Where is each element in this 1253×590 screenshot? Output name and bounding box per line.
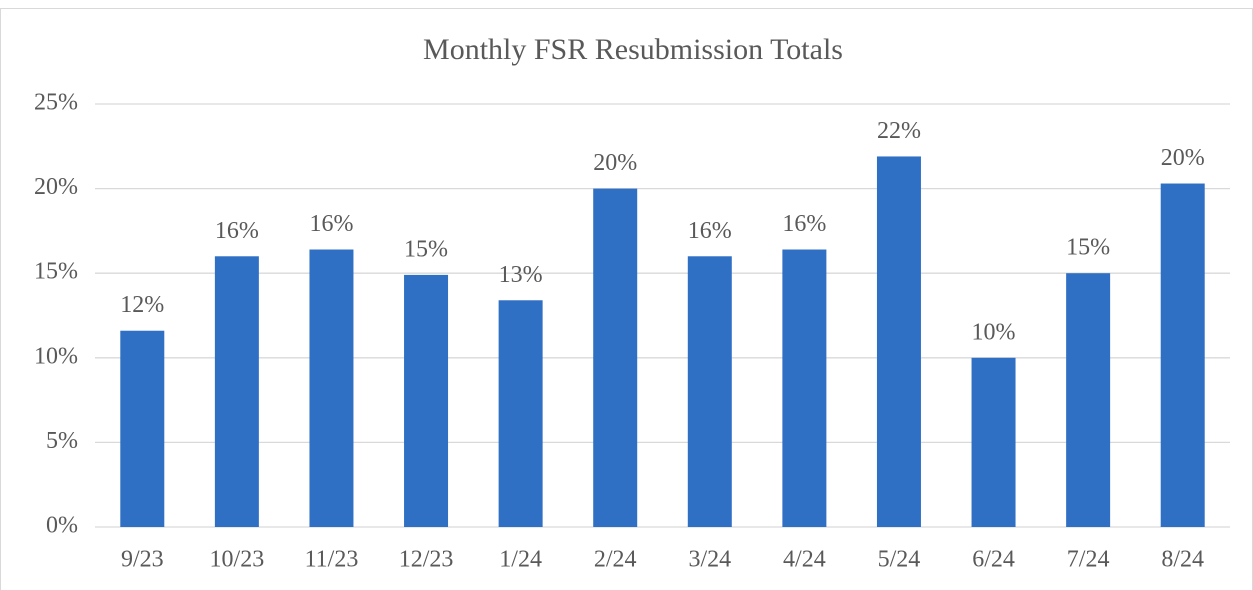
bar — [214, 256, 259, 527]
data-label: 16% — [782, 211, 826, 237]
bar — [876, 156, 921, 527]
data-label: 10% — [972, 319, 1016, 345]
y-tick-label: 5% — [46, 428, 78, 454]
data-label: 15% — [1066, 235, 1110, 261]
x-tick-label: 10/23 — [210, 547, 265, 573]
y-tick-label: 20% — [34, 174, 78, 200]
bar — [1160, 183, 1205, 528]
x-tick-label: 3/24 — [688, 547, 731, 573]
data-label: 13% — [499, 262, 543, 288]
y-tick-label: 10% — [34, 343, 78, 369]
bar — [1066, 273, 1111, 527]
x-tick-label: 8/24 — [1161, 547, 1204, 573]
y-tick-label: 25% — [34, 90, 78, 116]
x-tick-label: 1/24 — [499, 547, 542, 573]
data-label: 16% — [309, 211, 353, 237]
data-label: 16% — [215, 218, 259, 244]
data-label: 15% — [404, 236, 448, 262]
x-tick-label: 11/23 — [305, 547, 359, 573]
x-tick-label: 6/24 — [972, 547, 1015, 573]
bar — [687, 256, 732, 527]
data-label: 20% — [593, 150, 637, 176]
y-tick-label: 0% — [46, 513, 78, 539]
bar — [498, 300, 543, 527]
data-label: 12% — [120, 292, 164, 318]
bar — [120, 330, 165, 527]
x-tick-label: 9/23 — [121, 547, 164, 573]
x-tick-label: 4/24 — [783, 547, 826, 573]
bar — [309, 249, 354, 527]
x-tick-label: 2/24 — [594, 547, 637, 573]
bar — [593, 188, 638, 527]
data-label: 16% — [688, 218, 732, 244]
bar — [782, 249, 827, 527]
x-tick-label: 12/23 — [399, 547, 454, 573]
y-tick-label: 15% — [34, 259, 78, 285]
x-tick-label: 5/24 — [878, 547, 921, 573]
bar — [404, 274, 449, 527]
data-label: 20% — [1161, 145, 1205, 171]
bar — [971, 357, 1016, 527]
chart-title: Monthly FSR Resubmission Totals — [423, 33, 843, 66]
data-label: 22% — [877, 118, 921, 144]
x-tick-label: 7/24 — [1067, 547, 1110, 573]
